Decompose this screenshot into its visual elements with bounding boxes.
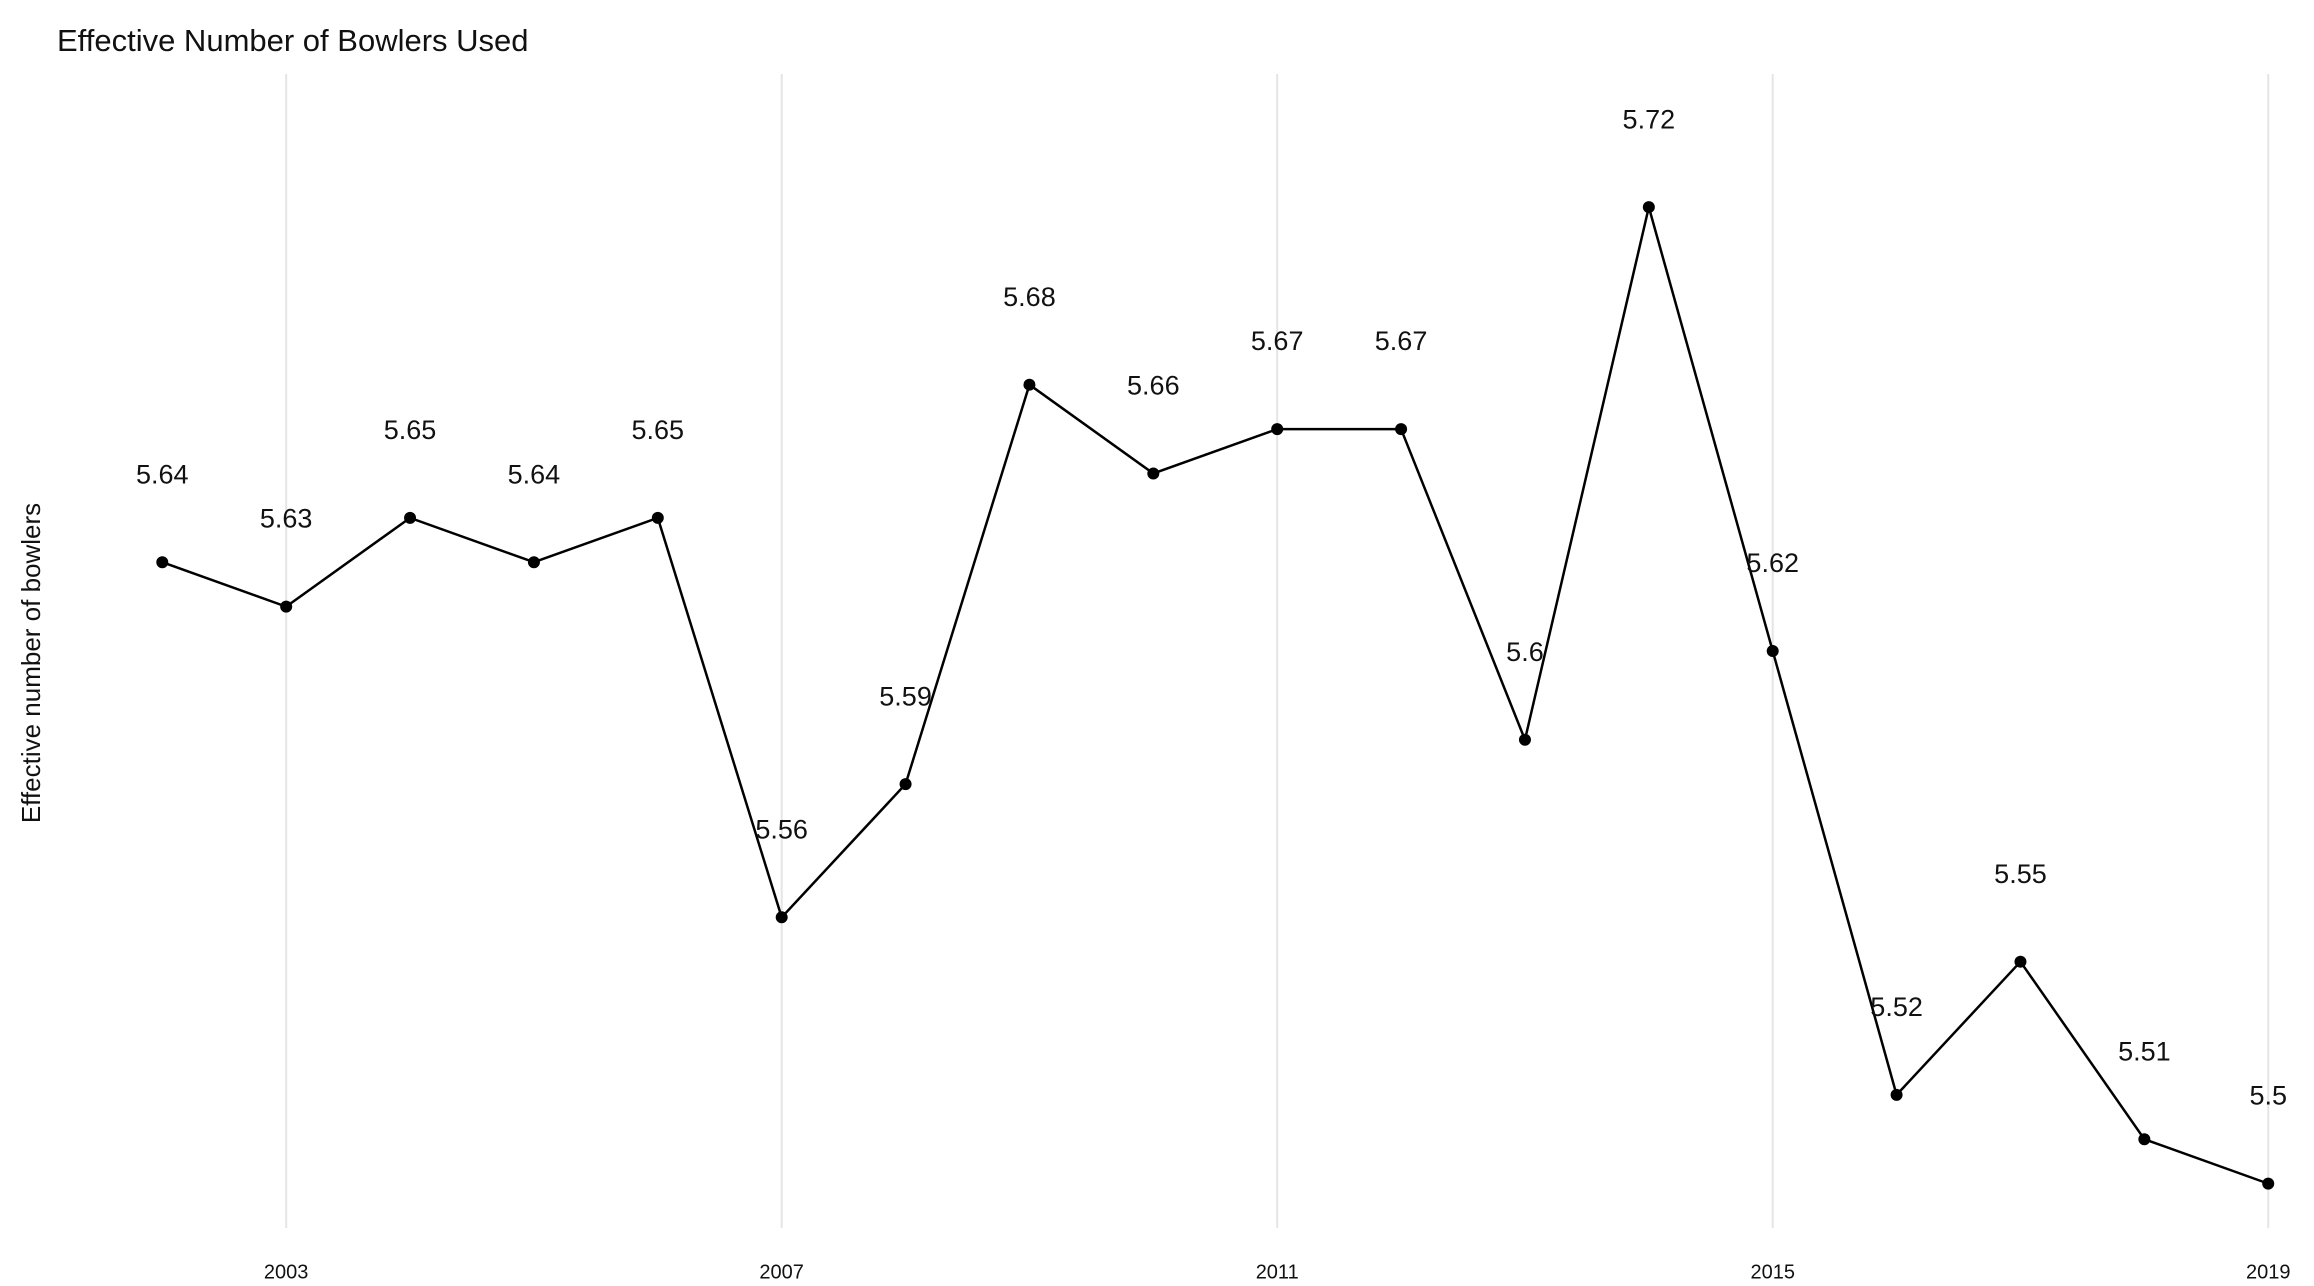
data-label: 5.55: [1994, 859, 2047, 889]
data-label: 5.52: [1870, 992, 1923, 1022]
data-label: 5.67: [1375, 326, 1428, 356]
data-point: [1766, 645, 1779, 657]
data-point: [280, 600, 293, 613]
data-point: [1518, 733, 1531, 746]
data-point: [404, 511, 417, 524]
x-tick-label: 2003: [264, 1261, 309, 1283]
x-tick-label: 2015: [1750, 1261, 1795, 1283]
data-point: [1147, 467, 1160, 480]
data-label: 5.65: [632, 415, 685, 445]
data-point: [1642, 201, 1655, 214]
data-point: [1890, 1088, 1903, 1101]
data-point: [1395, 423, 1408, 436]
y-axis-label: Effective number of bowlers: [16, 503, 46, 823]
x-tick-label: 2007: [759, 1261, 804, 1283]
data-label: 5.72: [1623, 104, 1676, 134]
data-point: [2014, 955, 2027, 968]
chart-title: Effective Number of Bowlers Used: [57, 23, 529, 58]
data-label: 5.65: [384, 415, 437, 445]
x-tick-label: 2019: [2246, 1261, 2291, 1283]
data-point: [775, 911, 788, 924]
data-label: 5.63: [260, 504, 313, 534]
data-point: [899, 778, 912, 791]
data-point: [2262, 1177, 2275, 1190]
data-label: 5.59: [879, 681, 932, 711]
data-point: [651, 511, 664, 524]
data-label: 5.64: [136, 459, 189, 489]
data-label: 5.68: [1003, 282, 1056, 312]
data-line: [161, 206, 2269, 1185]
data-label: 5.6: [1506, 637, 1544, 667]
data-label: 5.67: [1251, 326, 1304, 356]
data-label: 5.62: [1746, 548, 1799, 578]
data-point: [2138, 1133, 2151, 1146]
data-label: 5.56: [755, 814, 808, 844]
data-point: [1271, 423, 1284, 436]
data-point: [527, 556, 540, 569]
x-tick-label: 2011: [1256, 1261, 1299, 1283]
data-label: 5.64: [508, 459, 561, 489]
data-point: [1023, 378, 1036, 391]
data-label: 5.51: [2118, 1036, 2171, 1066]
data-label: 5.5: [2249, 1081, 2287, 1111]
data-label: 5.66: [1127, 371, 1180, 401]
data-point: [156, 556, 169, 569]
